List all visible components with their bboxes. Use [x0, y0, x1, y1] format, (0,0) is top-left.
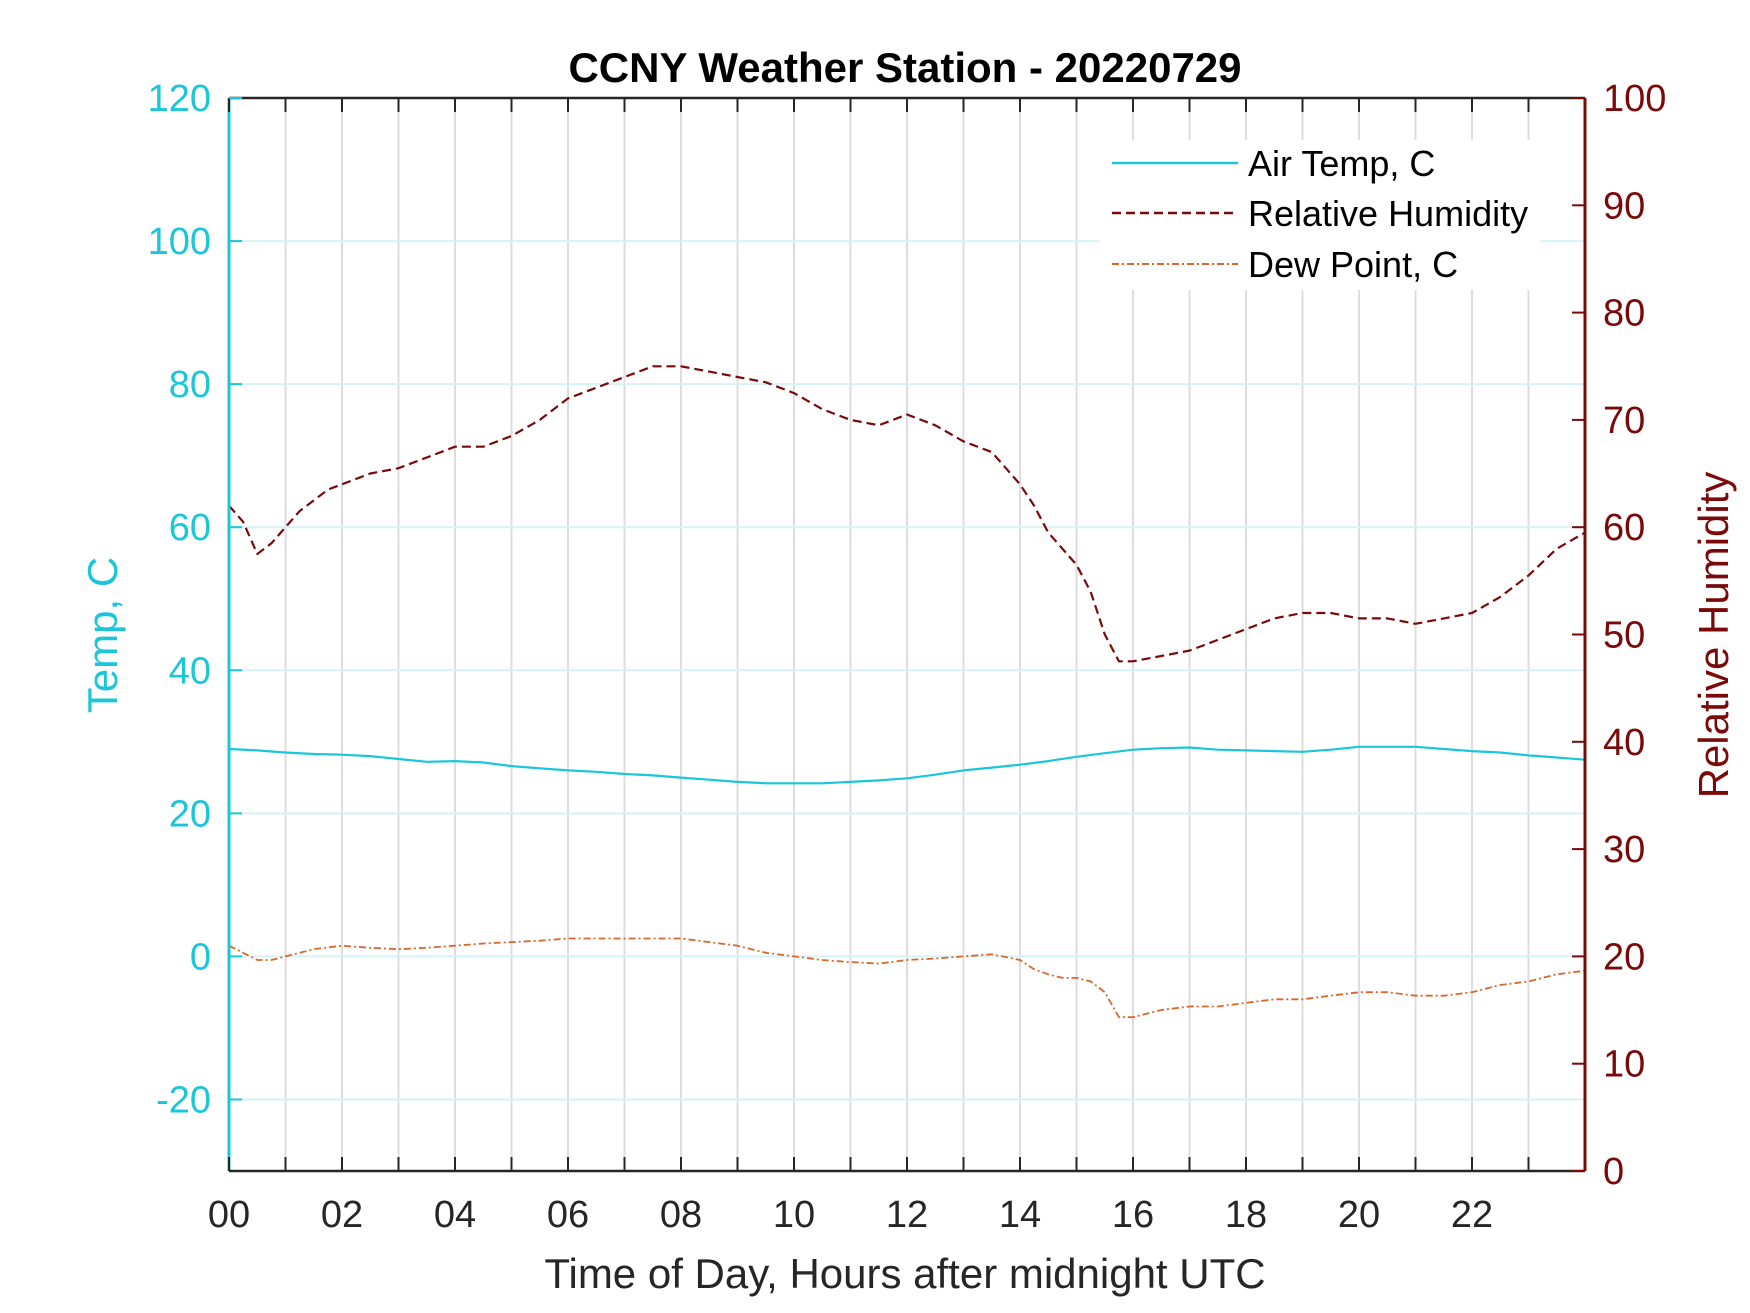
- y-right-tick-label: 0: [1603, 1151, 1624, 1193]
- x-tick-label: 22: [1451, 1194, 1493, 1236]
- x-tick-label: 14: [999, 1194, 1041, 1236]
- x-tick-label: 00: [208, 1194, 250, 1236]
- y-left-tick-label: 60: [169, 507, 211, 549]
- legend-label-humidity: Relative Humidity: [1248, 193, 1528, 234]
- x-tick-label: 12: [886, 1194, 928, 1236]
- y-left-tick-label: 20: [169, 793, 211, 835]
- x-tick-label: 06: [547, 1194, 589, 1236]
- series-line-air-temp: [228, 745, 1586, 785]
- y-right-tick-label: 20: [1603, 936, 1645, 978]
- x-tick-label: 02: [321, 1194, 363, 1236]
- y-left-tick-label: 80: [169, 364, 211, 406]
- legend-label-air-temp: Air Temp, C: [1248, 143, 1435, 184]
- y-right-tick-label: 80: [1603, 293, 1645, 335]
- ticks-layer: 00 02 04 06 08 10 12 14 16 18 20 22-200204060801001…: [148, 78, 1667, 1236]
- grid-layer: [229, 97, 1585, 1171]
- legend-label-dew-point: Dew Point, C: [1248, 244, 1458, 285]
- y-right-tick-label: 10: [1603, 1044, 1645, 1086]
- series-layer: [228, 365, 1586, 1019]
- y-axis-left-label: Temp, C: [79, 557, 126, 713]
- y-right-tick-label: 70: [1603, 400, 1645, 442]
- y-right-tick-label: 60: [1603, 507, 1645, 549]
- y-right-tick-label: 40: [1603, 722, 1645, 764]
- x-tick-label: 08: [660, 1194, 702, 1236]
- x-tick-label: 16: [1112, 1194, 1154, 1236]
- x-tick-label: 04: [434, 1194, 476, 1236]
- x-tick-label: 10: [773, 1194, 815, 1236]
- y-left-tick-label: 120: [148, 78, 211, 120]
- x-tick-label: 18: [1225, 1194, 1267, 1236]
- y-left-tick-label: 40: [169, 650, 211, 692]
- y-left-tick-label: 0: [190, 936, 211, 978]
- x-axis-label: Time of Day, Hours after midnight UTC: [544, 1250, 1265, 1297]
- y-right-tick-label: 100: [1603, 78, 1666, 120]
- series-line-humidity: [228, 365, 1586, 663]
- y-right-tick-label: 90: [1603, 185, 1645, 227]
- y-axis-right-label: Relative Humidity: [1690, 472, 1737, 799]
- x-tick-label: 20: [1338, 1194, 1380, 1236]
- y-right-tick-label: 50: [1603, 615, 1645, 657]
- y-left-tick-label: -20: [156, 1079, 211, 1121]
- legend: Air Temp, C Relative Humidity Dew Point,…: [1100, 140, 1540, 290]
- chart-title: CCNY Weather Station - 20220729: [568, 44, 1241, 91]
- y-left-tick-label: 100: [148, 221, 211, 263]
- y-right-tick-label: 30: [1603, 829, 1645, 871]
